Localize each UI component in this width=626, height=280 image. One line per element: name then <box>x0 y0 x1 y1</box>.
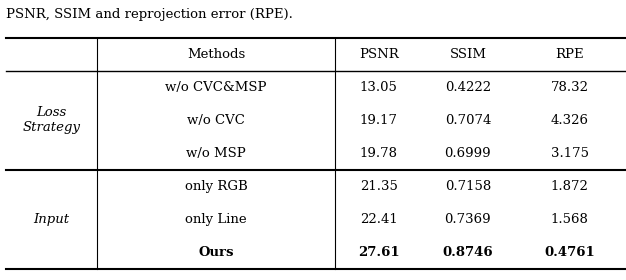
Text: 27.61: 27.61 <box>358 246 399 259</box>
Text: 1.568: 1.568 <box>551 213 588 226</box>
Text: PSNR: PSNR <box>359 48 399 61</box>
Text: 0.7369: 0.7369 <box>444 213 491 226</box>
Text: PSNR, SSIM and reprojection error (RPE).: PSNR, SSIM and reprojection error (RPE). <box>6 8 293 21</box>
Text: 0.4761: 0.4761 <box>544 246 595 259</box>
Text: only Line: only Line <box>185 213 247 226</box>
Text: Methods: Methods <box>187 48 245 61</box>
Text: SSIM: SSIM <box>449 48 486 61</box>
Text: Loss
Strategy: Loss Strategy <box>23 106 81 134</box>
Text: 78.32: 78.32 <box>551 81 588 94</box>
Text: 21.35: 21.35 <box>360 180 398 193</box>
Text: 22.41: 22.41 <box>360 213 398 226</box>
Text: 19.17: 19.17 <box>360 114 398 127</box>
Text: 4.326: 4.326 <box>551 114 588 127</box>
Text: only RGB: only RGB <box>185 180 247 193</box>
Text: 1.872: 1.872 <box>551 180 588 193</box>
Text: 0.7158: 0.7158 <box>445 180 491 193</box>
Text: w/o MSP: w/o MSP <box>186 147 246 160</box>
Text: 13.05: 13.05 <box>360 81 398 94</box>
Text: Ours: Ours <box>198 246 233 259</box>
Text: 3.175: 3.175 <box>551 147 588 160</box>
Text: w/o CVC: w/o CVC <box>187 114 245 127</box>
Text: 0.8746: 0.8746 <box>443 246 493 259</box>
Text: 19.78: 19.78 <box>360 147 398 160</box>
Text: w/o CVC&MSP: w/o CVC&MSP <box>165 81 267 94</box>
Text: Input: Input <box>34 213 69 226</box>
Text: 0.6999: 0.6999 <box>444 147 491 160</box>
Text: 0.7074: 0.7074 <box>444 114 491 127</box>
Text: RPE: RPE <box>555 48 584 61</box>
Text: 0.4222: 0.4222 <box>445 81 491 94</box>
